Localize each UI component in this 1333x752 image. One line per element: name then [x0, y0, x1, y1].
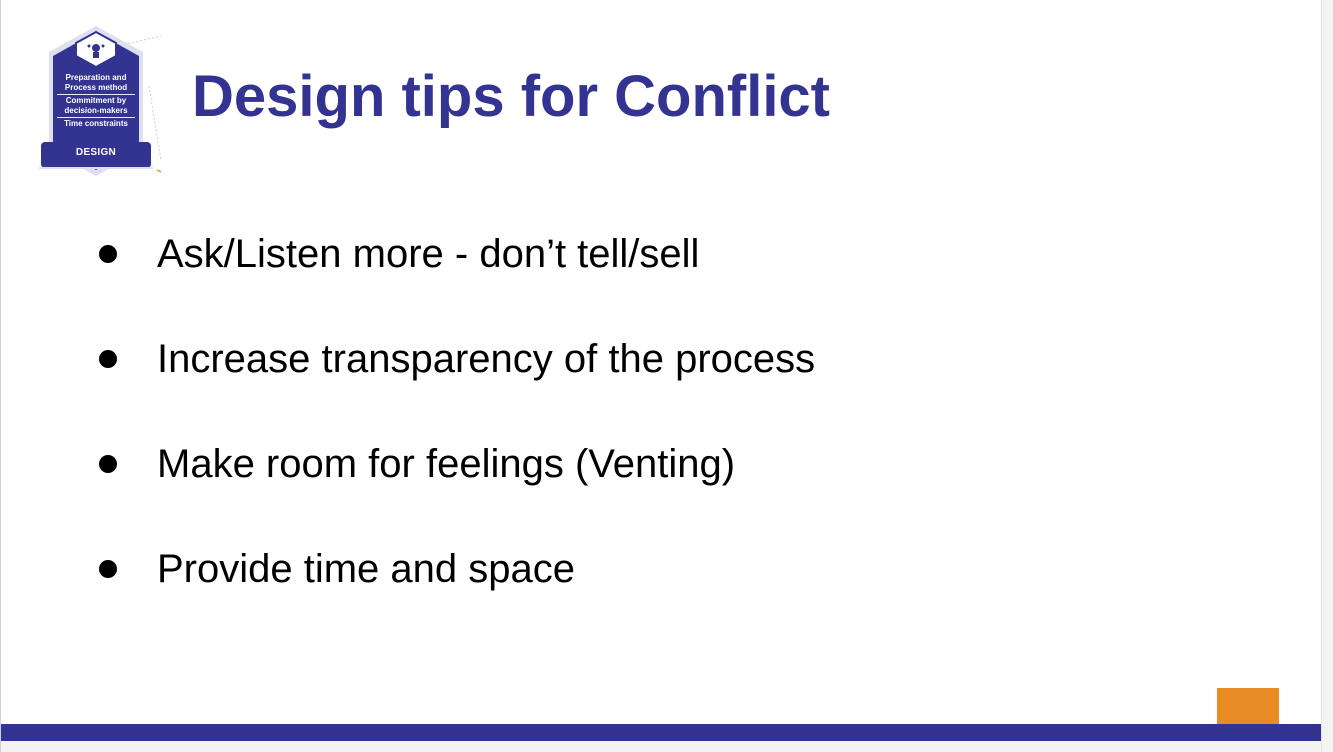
- badge-line: decision-makers: [64, 106, 128, 115]
- footer-bar: [1, 724, 1322, 741]
- bullet-dot-icon: [99, 350, 117, 368]
- slide-title: Design tips for Conflict: [192, 64, 830, 129]
- badge-line: Process method: [64, 83, 128, 92]
- bullet-text: Increase transparency of the process: [157, 336, 816, 381]
- bullet-item: Increase transparency of the process: [99, 333, 815, 385]
- bottom-strip: [1, 741, 1333, 752]
- badge-line: Commitment by: [65, 96, 127, 105]
- hexagon-badge-icon: [39, 26, 162, 176]
- badge-label: DESIGN: [75, 147, 117, 158]
- bullet-text: Ask/Listen more - don’t tell/sell: [157, 231, 700, 276]
- design-badge-logo: Preparation and Process method Commitmen…: [39, 26, 164, 176]
- bullet-item: Ask/Listen more - don’t tell/sell: [99, 228, 815, 280]
- badge-divider: [57, 117, 135, 118]
- badge-line: Preparation and: [65, 73, 127, 82]
- accent-square: [1217, 688, 1279, 724]
- bullet-item: Provide time and space: [99, 543, 815, 595]
- badge-line: Time constraints: [64, 119, 128, 128]
- bullet-dot-icon: [99, 455, 117, 473]
- bullet-text: Provide time and space: [157, 546, 576, 591]
- badge-divider: [57, 94, 135, 95]
- bullet-text: Make room for feelings (Venting): [157, 441, 736, 486]
- bullet-item: Make room for feelings (Venting): [99, 438, 815, 490]
- scrollbar-track[interactable]: [1321, 0, 1333, 752]
- bullet-dot-icon: [99, 245, 117, 263]
- bullet-dot-icon: [99, 560, 117, 578]
- bullet-list: Ask/Listen more - don’t tell/sell Increa…: [99, 228, 815, 648]
- badge-text-lines: Preparation and Process method Commitmen…: [51, 73, 141, 129]
